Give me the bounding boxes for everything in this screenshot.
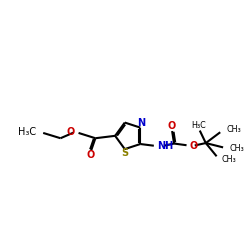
Text: CH₃: CH₃ (230, 144, 244, 153)
Text: NH: NH (157, 141, 174, 151)
Text: O: O (67, 127, 75, 137)
Text: O: O (190, 141, 198, 151)
Text: CH₃: CH₃ (227, 125, 242, 134)
Text: H₃C: H₃C (191, 121, 206, 130)
Text: S: S (121, 148, 128, 158)
Text: CH₃: CH₃ (222, 156, 236, 164)
Text: N: N (137, 118, 145, 128)
Text: O: O (87, 150, 95, 160)
Text: H₃C: H₃C (18, 127, 36, 137)
Text: O: O (168, 122, 176, 132)
